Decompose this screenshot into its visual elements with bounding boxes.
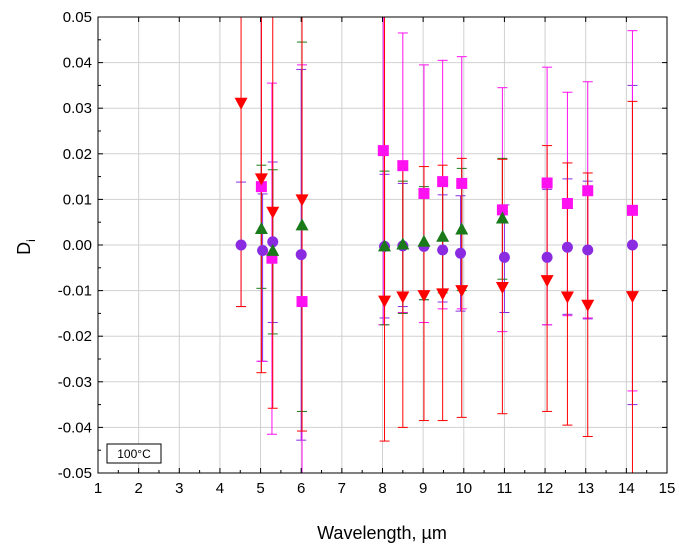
- annotation-label: 100°C: [117, 447, 151, 461]
- data-point-triangle-down: [254, 173, 268, 186]
- x-tick-label: 12: [537, 480, 554, 497]
- data-point-square: [266, 252, 278, 264]
- x-tick-label: 7: [338, 480, 346, 497]
- x-tick-label: 11: [497, 480, 513, 497]
- data-point-square: [626, 204, 638, 216]
- svg-text:Di: Di: [14, 239, 38, 255]
- data-point-triangle-down: [560, 291, 574, 304]
- series-triangle-up-markers: [254, 211, 509, 256]
- y-tick-label: -0.04: [58, 419, 92, 436]
- x-tick-label: 15: [659, 480, 676, 497]
- data-point-square: [255, 181, 267, 193]
- data-point-triangle-down: [378, 295, 392, 308]
- data-point-triangle-up: [378, 239, 392, 252]
- data-point-triangle-down: [495, 281, 509, 294]
- data-point-square: [418, 187, 430, 199]
- data-point-square: [437, 176, 449, 188]
- data-point-circle: [295, 249, 307, 261]
- data-point-square: [496, 204, 508, 216]
- data-point-triangle-down: [540, 275, 554, 288]
- data-point-triangle-up: [295, 218, 309, 231]
- data-point-triangle-down: [455, 285, 469, 298]
- data-point-circle: [582, 244, 594, 256]
- data-point-circle: [235, 239, 247, 251]
- data-point-triangle-up: [266, 243, 280, 256]
- x-tick-label: 2: [134, 480, 142, 497]
- data-point-circle: [267, 236, 279, 248]
- y-tick-label: 0.04: [63, 55, 92, 72]
- annotation-frame: [106, 443, 162, 464]
- data-point-triangle-up: [495, 211, 509, 224]
- data-point-triangle-down: [581, 299, 595, 312]
- data-point-circle: [257, 244, 269, 256]
- data-point-circle: [626, 239, 638, 251]
- data-point-square: [397, 160, 409, 172]
- data-point-square: [561, 198, 573, 210]
- y-tick-label: 0.05: [63, 9, 92, 26]
- data-point-circle: [437, 244, 449, 256]
- x-axis-label: Wavelength, µm: [317, 523, 447, 543]
- data-point-triangle-down: [625, 291, 639, 304]
- axis-ticks: 1 2 3 4 5 6 7 8 9 10 11 12 13 14 15-0.05-0.04-0.03-0.0…: [58, 9, 676, 497]
- x-tick-label: 10: [455, 480, 472, 497]
- data-point-triangle-down: [295, 194, 309, 207]
- x-tick-label: 8: [378, 480, 386, 497]
- data-point-triangle-up: [455, 222, 469, 235]
- data-point-circle: [498, 251, 510, 263]
- y-tick-label: 0.00: [63, 237, 92, 254]
- x-tick-label: 13: [577, 480, 594, 497]
- x-tick-label: 9: [419, 480, 427, 497]
- data-point-triangle-up: [254, 222, 268, 235]
- y-tick-label: -0.01: [58, 283, 92, 300]
- y-tick-label: -0.03: [58, 374, 92, 391]
- data-point-square: [377, 145, 389, 157]
- data-point-circle: [541, 251, 553, 263]
- data-point-triangle-down: [396, 291, 410, 304]
- data-point-triangle-up: [396, 237, 410, 250]
- series-square-markers: [255, 145, 638, 308]
- y-tick-label: -0.05: [58, 465, 92, 482]
- x-tick-label: 14: [618, 480, 635, 497]
- x-tick-label: 6: [297, 480, 305, 497]
- annotation-box: 100°C: [106, 443, 162, 464]
- y-tick-label: 0.01: [63, 191, 92, 208]
- data-point-square: [541, 177, 553, 189]
- y-tick-label: 0.03: [63, 100, 92, 117]
- y-tick-label: -0.02: [58, 328, 92, 345]
- y-tick-label: 0.02: [63, 146, 92, 163]
- x-tick-label: 4: [216, 480, 224, 497]
- data-point-circle: [561, 241, 573, 253]
- data-markers: [234, 97, 639, 312]
- data-point-triangle-down: [234, 97, 248, 110]
- data-point-triangle-up: [436, 229, 450, 242]
- data-point-square: [456, 177, 468, 189]
- series-triangle-down-markers: [234, 97, 639, 312]
- x-tick-label: 1: [94, 480, 102, 497]
- data-point-triangle-down: [417, 290, 431, 303]
- data-point-square: [296, 296, 308, 308]
- data-point-triangle-up: [417, 234, 431, 247]
- x-tick-label: 3: [175, 480, 183, 497]
- data-point-triangle-down: [436, 288, 450, 301]
- data-point-triangle-down: [266, 206, 280, 219]
- y-axis-label-group: Di: [14, 239, 38, 255]
- data-point-circle: [455, 247, 467, 259]
- y-axis-label-subscript: i: [24, 239, 38, 242]
- y-axis-label: D: [14, 242, 34, 255]
- data-point-square: [582, 185, 594, 197]
- x-tick-label: 5: [256, 480, 264, 497]
